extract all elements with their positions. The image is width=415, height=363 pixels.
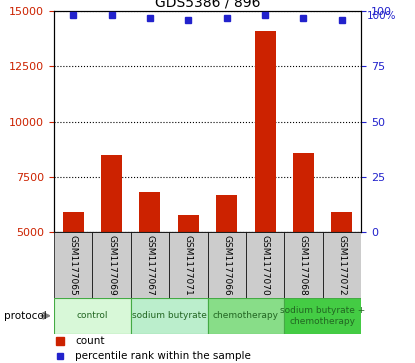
Bar <box>216 195 237 232</box>
Text: GSM1177069: GSM1177069 <box>107 234 116 295</box>
Text: sodium butyrate: sodium butyrate <box>132 311 207 320</box>
Bar <box>139 192 161 232</box>
Bar <box>169 232 208 298</box>
Bar <box>54 232 92 298</box>
Bar <box>93 232 131 298</box>
Bar <box>323 232 361 298</box>
Text: count: count <box>76 336 105 346</box>
Bar <box>284 298 361 334</box>
Bar <box>101 155 122 232</box>
Bar <box>246 232 284 298</box>
Bar <box>208 298 284 334</box>
Text: sodium butyrate +
chemotherapy: sodium butyrate + chemotherapy <box>280 306 365 326</box>
Text: chemotherapy: chemotherapy <box>213 311 279 320</box>
Text: GSM1177068: GSM1177068 <box>299 234 308 295</box>
Bar <box>131 232 169 298</box>
Bar <box>54 298 131 334</box>
Bar <box>63 212 84 232</box>
Bar <box>131 298 208 334</box>
Text: protocol: protocol <box>4 311 47 321</box>
Text: GSM1177070: GSM1177070 <box>261 234 270 295</box>
Bar <box>254 31 276 232</box>
Bar <box>284 232 323 298</box>
Text: GSM1177066: GSM1177066 <box>222 234 231 295</box>
Bar <box>293 152 314 232</box>
Text: 100%: 100% <box>367 11 397 21</box>
Bar <box>331 212 352 232</box>
Bar <box>178 215 199 232</box>
Text: percentile rank within the sample: percentile rank within the sample <box>76 351 251 361</box>
Title: GDS5386 / 896: GDS5386 / 896 <box>155 0 260 10</box>
Text: GSM1177067: GSM1177067 <box>145 234 154 295</box>
Text: GSM1177065: GSM1177065 <box>68 234 78 295</box>
Bar <box>208 232 246 298</box>
Text: GSM1177072: GSM1177072 <box>337 234 347 295</box>
Text: GSM1177071: GSM1177071 <box>184 234 193 295</box>
Text: control: control <box>77 311 108 320</box>
